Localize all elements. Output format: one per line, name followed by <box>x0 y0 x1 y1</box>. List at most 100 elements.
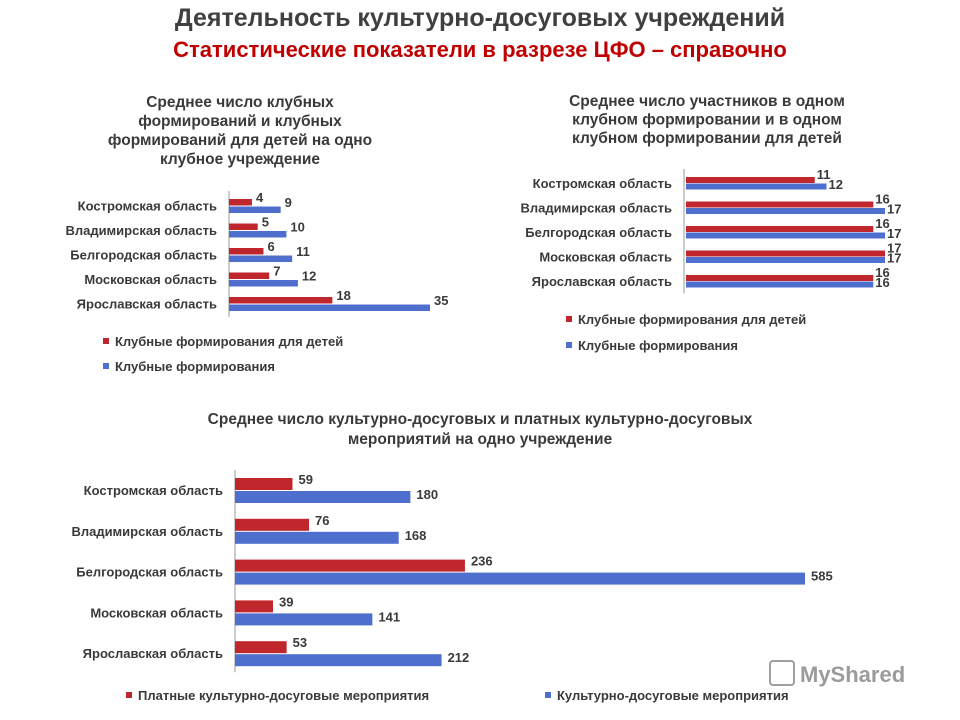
data-label: 12 <box>302 269 316 284</box>
category-label: Ярославская область <box>532 274 672 289</box>
page-title: Деятельность культурно-досуговых учрежде… <box>174 4 786 32</box>
chart-title-line: формирований и клубных <box>138 113 342 130</box>
bar <box>235 518 310 531</box>
chart-title-line: клубном формировании и в одном <box>572 112 842 129</box>
category-label: Владимирская область <box>65 223 217 238</box>
bar <box>229 248 264 255</box>
legend-entry: Клубные формирования <box>578 338 738 353</box>
data-label: 17 <box>887 202 901 217</box>
bar <box>686 183 827 190</box>
legend-swatch <box>126 692 132 698</box>
bar <box>229 231 287 238</box>
category-label: Белгородская область <box>70 248 217 263</box>
bar <box>229 206 281 213</box>
watermark-text: MyShared <box>800 662 905 687</box>
page-subtitle: Статистические показатели в разрезе ЦФО … <box>173 37 787 62</box>
data-label: 59 <box>298 472 312 487</box>
bar <box>229 304 430 311</box>
data-label: 16 <box>875 192 889 207</box>
bar <box>235 559 465 572</box>
category-label: Костромская область <box>78 199 217 214</box>
bar <box>686 250 885 257</box>
category-label: Владимирская область <box>520 200 672 215</box>
data-label: 168 <box>405 528 427 543</box>
data-label: 16 <box>875 275 889 290</box>
data-label: 7 <box>273 264 280 279</box>
watermark-logo: MyShared <box>769 660 905 687</box>
data-label: 11 <box>817 167 831 182</box>
data-label: 585 <box>811 569 833 584</box>
data-label: 4 <box>256 190 264 205</box>
chart-title-line: Среднее число участников в одном <box>569 93 845 110</box>
bar <box>686 281 874 288</box>
category-label: Ярославская область <box>83 646 223 661</box>
data-label: 141 <box>378 609 400 624</box>
legend-swatch <box>566 316 572 322</box>
legend-entry: Культурно-досуговые мероприятия <box>557 688 789 703</box>
bar <box>686 226 874 232</box>
bar <box>235 613 373 626</box>
data-label: 236 <box>471 554 493 569</box>
bar <box>229 280 298 287</box>
legend-entry: Клубные формирования <box>115 359 275 374</box>
chart-title-line: мероприятий на одно учреждение <box>348 431 613 448</box>
data-label: 17 <box>887 251 901 266</box>
category-label: Белгородская область <box>76 565 223 580</box>
data-label: 6 <box>267 239 274 254</box>
category-label: Ярославская область <box>77 297 217 312</box>
bar <box>229 255 293 262</box>
chart-title-line: Среднее число клубных <box>146 94 334 111</box>
legend-swatch <box>545 692 551 698</box>
data-label: 16 <box>875 216 889 231</box>
legend-entry: Платные культурно-досуговые мероприятия <box>138 688 429 703</box>
bar <box>686 177 815 183</box>
chart-1: Среднее число клубных формирований и клуб… <box>65 94 448 374</box>
data-label: 16 <box>875 265 889 280</box>
chart-title-line: Среднее число культурно-досуговых и плат… <box>208 411 753 428</box>
data-label: 5 <box>262 215 269 230</box>
data-label: 17 <box>887 226 901 241</box>
bar <box>235 531 399 544</box>
bar <box>235 478 293 490</box>
bar <box>235 641 287 654</box>
legend-swatch <box>566 342 572 348</box>
bar <box>235 600 273 613</box>
data-label: 76 <box>315 513 329 528</box>
category-label: Владимирская область <box>71 524 223 539</box>
legend-entry: Клубные формирования для детей <box>578 312 806 327</box>
data-label: 18 <box>336 288 350 303</box>
bar <box>229 199 252 206</box>
bar <box>686 208 885 214</box>
category-label: Белгородская область <box>525 225 672 240</box>
data-label: 11 <box>296 244 310 259</box>
category-label: Московская область <box>90 605 223 620</box>
bar <box>686 275 874 281</box>
data-label: 35 <box>434 293 448 308</box>
bar <box>686 232 885 239</box>
bar <box>229 272 270 279</box>
data-label: 10 <box>290 220 304 235</box>
category-label: Костромская область <box>84 483 223 498</box>
data-label: 12 <box>828 177 842 192</box>
chart-2: Среднее число участников в одном клубном … <box>520 93 901 353</box>
bar <box>229 223 258 230</box>
bar <box>686 257 885 263</box>
legend-swatch <box>103 338 109 344</box>
chart-title-line: формирований для детей на одно <box>108 132 372 149</box>
category-label: Костромская область <box>533 176 672 191</box>
bar <box>229 297 333 304</box>
data-label: 53 <box>293 635 307 650</box>
category-label: Московская область <box>84 272 217 287</box>
data-label: 9 <box>285 195 292 210</box>
data-label: 39 <box>279 594 293 609</box>
data-label: 180 <box>416 487 438 502</box>
bar <box>235 654 442 667</box>
chart-3: Среднее число культурно-досуговых и плат… <box>71 411 832 703</box>
data-label: 212 <box>448 650 470 665</box>
data-label: 17 <box>887 241 901 256</box>
chart-title-line: клубное учреждение <box>160 151 320 168</box>
watermark-icon <box>769 660 795 686</box>
bar <box>235 572 805 585</box>
legend-entry: Клубные формирования для детей <box>115 334 343 349</box>
